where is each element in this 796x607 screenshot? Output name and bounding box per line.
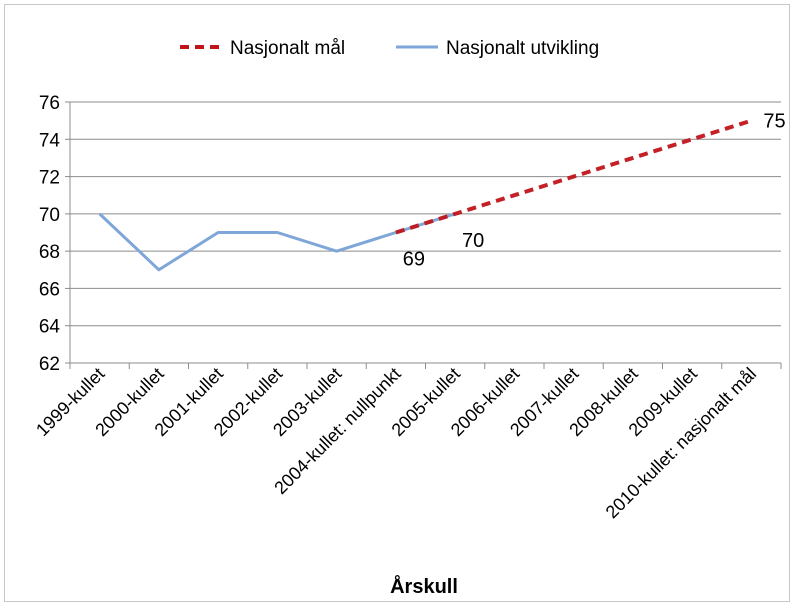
legend: Nasjonalt mål Nasjonalt utvikling	[180, 38, 599, 59]
y-tick-label: 68	[39, 242, 60, 263]
data-label: 75	[763, 111, 785, 133]
data-labels: 69 70 75	[403, 111, 786, 271]
y-tick-label: 76	[39, 93, 60, 114]
data-label: 70	[462, 230, 484, 252]
legend-label: Nasjonalt mål	[230, 38, 345, 59]
axes: 62646668707274761999-kullet2000-kullet20…	[32, 93, 782, 522]
y-tick-label: 74	[39, 130, 61, 151]
chart-border	[4, 4, 790, 602]
data-label: 69	[403, 249, 425, 271]
y-tick-label: 70	[39, 205, 60, 226]
gridlines	[70, 101, 781, 327]
y-tick-label: 66	[39, 279, 60, 300]
y-tick-label: 62	[39, 354, 60, 375]
legend-label: Nasjonalt utvikling	[446, 38, 599, 59]
series-line-nasjonalt-maal	[395, 118, 752, 235]
y-tick-label: 72	[39, 168, 60, 189]
y-tick-label: 64	[39, 317, 61, 338]
series-lines	[98, 118, 752, 272]
x-axis-title: Årskull	[390, 574, 458, 598]
